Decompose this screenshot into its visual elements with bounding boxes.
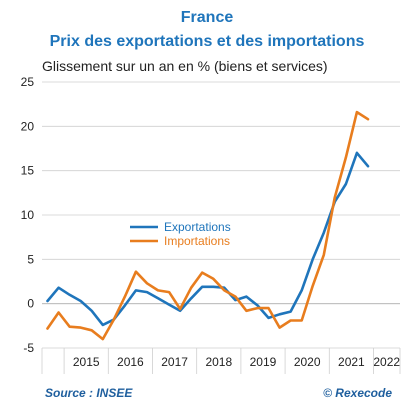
chart-title: France — [180, 9, 234, 26]
legend-label-importations: Importations — [164, 234, 230, 248]
x-tick-label: 2018 — [205, 355, 232, 369]
y-axis-label: Glissement sur un an en % (biens et serv… — [42, 58, 328, 74]
x-tick-label: 2017 — [161, 355, 188, 369]
source-note: Source : INSEE — [45, 386, 133, 400]
legend-label-exportations: Exportations — [164, 220, 231, 234]
y-tick-label: 15 — [21, 164, 35, 178]
y-tick-label: 20 — [21, 119, 35, 133]
x-tick-label: 2020 — [294, 355, 321, 369]
y-tick-label: 25 — [21, 75, 35, 89]
chart-subtitle: Prix des exportations et des importation… — [49, 33, 365, 50]
y-tick-label: 0 — [27, 297, 34, 311]
x-tick-label: 2019 — [250, 355, 277, 369]
x-tick-label: 2015 — [73, 355, 100, 369]
series-line-exportations — [46, 151, 370, 327]
y-tick-label: 5 — [27, 252, 34, 266]
x-tick-label: 2016 — [117, 355, 144, 369]
x-tick-label: 2022 — [373, 355, 400, 369]
copyright-note: © Rexecode — [323, 386, 392, 400]
series-line-importations — [46, 110, 370, 341]
y-tick-label: -5 — [23, 341, 34, 355]
x-tick-label: 2021 — [338, 355, 365, 369]
y-tick-label: 10 — [21, 208, 35, 222]
